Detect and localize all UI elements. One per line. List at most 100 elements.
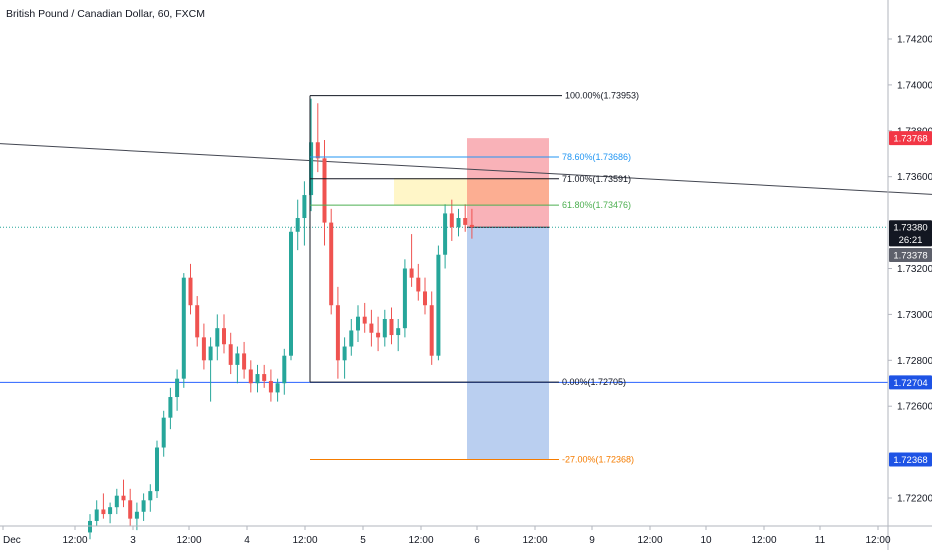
- candle-body: [335, 305, 340, 361]
- price-tick-label: 1.73000: [897, 310, 932, 321]
- price-tag: [889, 220, 932, 235]
- candle-body: [128, 500, 133, 519]
- candle-body: [389, 318, 394, 336]
- candle-body: [101, 509, 106, 515]
- fib-highlight-zone: [394, 178, 467, 205]
- price-tag-label: 1.73768: [893, 134, 927, 145]
- candle-body: [134, 511, 139, 519]
- candle-body: [282, 355, 287, 384]
- time-tick-label: 9: [589, 535, 595, 546]
- time-tick-label: 12:00: [751, 535, 776, 546]
- candle-body: [349, 330, 354, 347]
- candle-body: [329, 222, 334, 306]
- candle-body: [195, 305, 200, 338]
- trend-line: [0, 143, 932, 195]
- time-tick-label: 12:00: [62, 535, 87, 546]
- candle-body: [255, 374, 260, 384]
- price-tick-label: 1.74000: [897, 80, 932, 91]
- price-tick-label: 1.73200: [897, 264, 932, 275]
- candle-body: [369, 323, 374, 333]
- candle-body: [342, 346, 347, 361]
- candle-body: [161, 417, 166, 448]
- candle-body: [295, 218, 300, 232]
- price-tag: [889, 452, 932, 467]
- fib-overlap-zone: [467, 178, 549, 205]
- candle-body: [436, 254, 441, 356]
- candle-body: [155, 447, 159, 492]
- candle-body: [409, 268, 414, 278]
- candle-body: [396, 328, 401, 336]
- candle-body: [315, 142, 320, 159]
- price-tick-label: 1.74200: [897, 35, 932, 46]
- candle-body: [141, 500, 146, 512]
- candle-body: [88, 520, 92, 533]
- candle-body: [248, 369, 253, 384]
- take-profit-zone: [467, 227, 549, 460]
- time-tick-label: 12:00: [637, 535, 662, 546]
- candle-body: [268, 380, 273, 393]
- candle-body: [275, 383, 280, 393]
- fib-level-label: 78.60%(1.73686): [562, 152, 631, 162]
- candle-body: [429, 305, 434, 356]
- candle-body: [235, 353, 240, 365]
- time-tick-label: 12:00: [408, 535, 433, 546]
- candle-body: [356, 316, 360, 331]
- candle-body: [449, 213, 454, 228]
- time-tick-label: 5: [360, 535, 366, 546]
- candle-body: [416, 277, 421, 292]
- candle-body: [402, 268, 407, 329]
- fib-level-label: -27.00%(1.72368): [562, 454, 634, 464]
- fib-levels: 100.00%(1.73953) 78.60%(1.73686) 71.00%(1.…: [309, 91, 639, 464]
- candle-body: [114, 495, 119, 508]
- candle-body: [148, 491, 153, 501]
- time-tick-label: 12:00: [176, 535, 201, 546]
- price-tag: [889, 232, 932, 247]
- time-tick-label: 11: [815, 535, 826, 546]
- candle-body: [362, 316, 367, 324]
- candle-body: [121, 495, 126, 501]
- price-tag-label: 1.72704: [893, 378, 927, 389]
- time-tick-label: 4: [244, 535, 250, 546]
- fib-level-label: 0.00%(1.72705): [562, 377, 626, 387]
- time-tick-label: 12:00: [865, 535, 890, 546]
- price-tick-label: 1.72800: [897, 356, 932, 367]
- fib-level-label: 100.00%(1.73953): [565, 91, 639, 101]
- candle-body: [423, 291, 427, 306]
- candle-body: [208, 346, 213, 361]
- candle-body: [456, 218, 461, 228]
- price-tag-label: 1.73380: [893, 223, 927, 234]
- candle-body: [382, 318, 387, 338]
- price-tag: [889, 131, 932, 146]
- candle-body: [309, 142, 314, 196]
- price-tag: [889, 375, 932, 390]
- candle-body: [228, 344, 233, 365]
- candles: [88, 98, 474, 540]
- price-tick-label: 1.72600: [897, 402, 932, 413]
- candle-body: [201, 337, 206, 361]
- candle-body: [215, 328, 220, 347]
- candle-body: [242, 353, 247, 370]
- price-tag: [889, 247, 932, 262]
- chart-title: British Pound / Canadian Dollar, 60, FXC…: [6, 8, 205, 20]
- time-tick-label: 10: [700, 535, 712, 546]
- time-tick-label: 12:00: [522, 535, 547, 546]
- time-tick-label: 6: [474, 535, 480, 546]
- candle-body: [168, 397, 173, 418]
- candle-body: [222, 328, 226, 345]
- time-axis[interactable]: Dec 12:00 3 12:00 4 12:00 5 12:00 6 12:00 9 12:00 10…: [0, 525, 932, 546]
- price-tag-label: 1.73378: [893, 250, 927, 261]
- candle-body: [322, 158, 327, 223]
- candle-body: [108, 507, 113, 515]
- candle-body: [443, 213, 448, 255]
- candle-body: [175, 378, 180, 398]
- fib-level-label: 71.00%(1.73591): [562, 174, 631, 184]
- candle-body: [94, 509, 99, 521]
- price-tag-label: 1.72368: [893, 455, 927, 466]
- price-tick-label: 1.72200: [897, 494, 932, 505]
- time-tick-label: Dec: [3, 535, 21, 546]
- price-tick-label: 1.73600: [897, 172, 932, 183]
- candle-body: [469, 224, 474, 228]
